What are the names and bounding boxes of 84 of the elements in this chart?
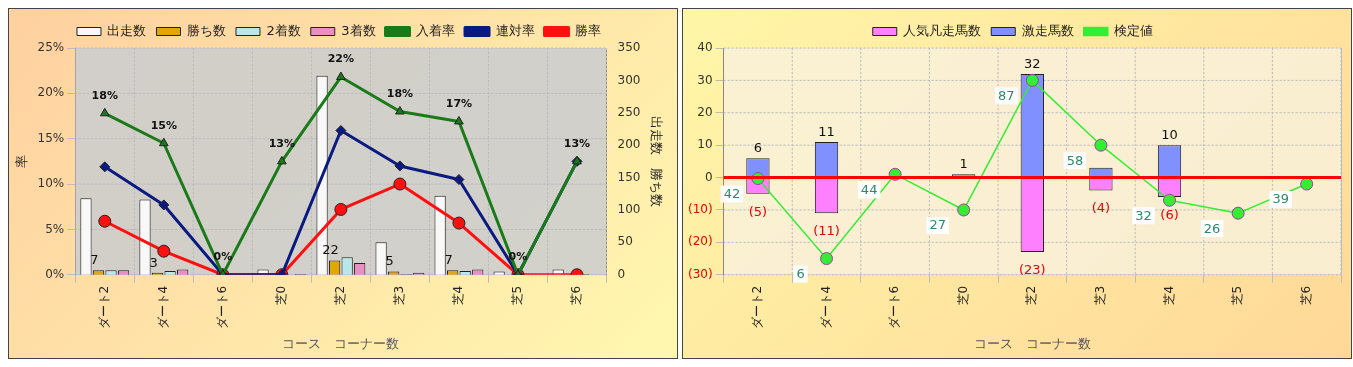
x-tick-label: ダート2 (96, 285, 111, 330)
data-label: 1 (959, 156, 968, 172)
y-tick-label: 5% (45, 221, 65, 236)
legend-label: 3着数 (341, 22, 376, 38)
y-tick-label: 0% (45, 266, 65, 281)
x-tick-label: 芝4 (1161, 285, 1176, 306)
y-tick-label: 10 (697, 137, 713, 152)
x-axis-title: コース コーナー数 (282, 335, 400, 351)
annotation: 87 (998, 87, 1015, 103)
data-label: 18% (386, 86, 414, 100)
data-label: 22 (322, 242, 339, 258)
data-label: 7 (444, 252, 453, 268)
legend-label: 人気凡走馬数 (903, 22, 982, 38)
x-tick-label: 芝6 (569, 285, 584, 306)
y2-tick-label: 100 (617, 202, 641, 217)
y2-tick-label: 350 (617, 40, 641, 55)
y-tick-label: (20) (687, 234, 713, 249)
data-label: 3 (149, 254, 158, 270)
data-label: (4) (1091, 200, 1111, 216)
x-tick-label: ダート2 (750, 285, 765, 330)
x-tick-label: ダート4 (155, 285, 170, 330)
x-tick-label: ダート6 (214, 285, 229, 330)
y2-axis-title: 出走数 勝ち数 (648, 115, 664, 207)
data-label: (5) (748, 203, 768, 219)
legend-label: 検定値 (1114, 22, 1154, 38)
data-label: 10 (1161, 127, 1178, 143)
x-tick-label: 芝3 (392, 285, 407, 306)
data-label: 7 (90, 252, 99, 268)
legend-label: 出走数 (107, 22, 147, 38)
y-tick-label: 40 (697, 40, 713, 55)
data-label: 32 (1024, 55, 1041, 71)
x-tick-label: 芝5 (510, 285, 525, 306)
y2-tick-label: 250 (617, 104, 641, 119)
y2-tick-label: 200 (617, 137, 641, 152)
data-label: (6) (1160, 206, 1179, 222)
data-label: 11 (818, 123, 835, 139)
x-tick-label: ダート4 (818, 285, 833, 330)
y2-tick-label: 300 (617, 72, 641, 87)
legend-label: 連対率 (495, 22, 535, 38)
legend-label: 2着数 (266, 22, 301, 38)
x-tick-label: 芝0 (955, 285, 970, 306)
x-tick-label: 芝2 (1024, 285, 1039, 306)
annotation: 39 (1272, 191, 1289, 207)
data-label: 13% (563, 136, 591, 150)
x-tick-label: 芝0 (273, 285, 288, 306)
y-tick-label: 0 (704, 169, 713, 184)
data-label: 17% (445, 96, 473, 110)
y-axis-title: 率 (14, 154, 30, 168)
legend-label: 勝ち数 (186, 22, 226, 38)
x-tick-label: 芝3 (1093, 285, 1108, 306)
y-tick-label: (10) (687, 202, 713, 217)
annotation: 6 (796, 265, 805, 281)
y2-tick-label: 0 (617, 266, 626, 281)
annotation: 44 (860, 181, 878, 197)
y2-tick-label: 50 (617, 234, 633, 249)
annotation: 32 (1135, 207, 1152, 223)
annotation: 58 (1066, 152, 1084, 168)
x-tick-label: 芝2 (333, 285, 348, 306)
data-label: (23) (1018, 261, 1046, 277)
y-tick-label: 20% (37, 85, 65, 100)
x-tick-label: ダート6 (887, 285, 902, 330)
data-label: 6 (753, 140, 763, 156)
data-label: 18% (91, 88, 118, 102)
x-tick-label: 芝6 (1298, 285, 1313, 306)
y-tick-label: 20 (697, 104, 713, 119)
y-tick-label: 15% (37, 130, 65, 145)
annotation: 42 (723, 185, 741, 201)
y-tick-label: (30) (687, 266, 713, 281)
data-label: 5 (385, 253, 394, 269)
y-tick-label: 10% (37, 176, 65, 191)
legend-label: 入着率 (416, 22, 456, 38)
y2-tick-label: 150 (617, 169, 641, 184)
data-label: (11) (813, 223, 840, 239)
y-tick-label: 25% (37, 40, 65, 55)
x-tick-label: 芝4 (451, 285, 466, 306)
y-tick-label: 30 (697, 72, 713, 87)
data-label: 15% (150, 118, 177, 132)
annotation: 26 (1203, 220, 1221, 236)
data-label: 22% (327, 52, 355, 66)
annotation: 27 (929, 217, 946, 233)
x-axis-title: コース コーナー数 (973, 335, 1091, 351)
legend-label: 激走馬数 (1021, 22, 1074, 38)
x-tick-label: 芝5 (1230, 285, 1245, 306)
legend-label: 勝率 (575, 22, 602, 38)
